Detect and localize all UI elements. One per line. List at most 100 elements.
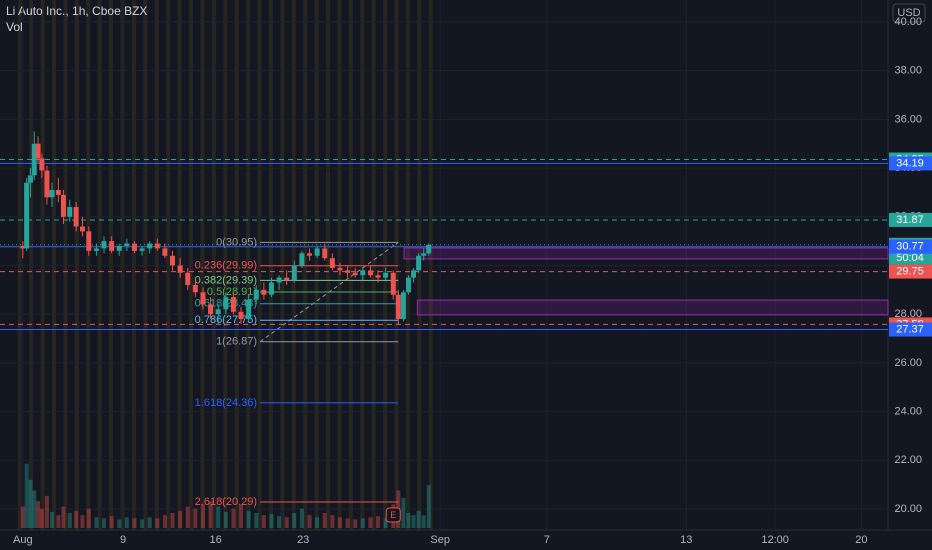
candle-body — [405, 277, 411, 293]
volume-bar — [39, 508, 44, 528]
y-tick-label: 22.00 — [894, 454, 922, 466]
candle-body — [177, 265, 183, 273]
price-label: 27.37 — [896, 323, 924, 335]
volume-bar — [368, 517, 373, 528]
candle-body — [276, 277, 282, 283]
candle-body — [238, 311, 244, 320]
price-label-box — [889, 264, 932, 279]
volume-bar — [86, 508, 91, 528]
candle-body — [154, 243, 160, 249]
y-tick-label: 24.00 — [894, 406, 922, 418]
fib-label: 0.236(29.99) — [195, 260, 257, 272]
candle-body — [79, 226, 85, 232]
candle-body — [421, 253, 427, 256]
candle-body — [20, 246, 26, 249]
fib-label: 0.5(28.91) — [207, 286, 257, 298]
volume-bar — [94, 517, 99, 528]
volume-bar — [80, 515, 85, 528]
price-label: 34.19 — [896, 157, 924, 169]
fib-label: 1(26.87) — [216, 336, 257, 348]
candle-body — [284, 277, 290, 281]
candle-body — [170, 255, 176, 266]
volume-bar — [74, 510, 79, 528]
volume-bar — [231, 508, 236, 528]
candle-body — [147, 243, 153, 249]
volume-bar — [67, 513, 72, 528]
candle-body — [24, 182, 30, 249]
volume-bar — [216, 506, 221, 528]
volume-bar — [406, 513, 411, 528]
volume-bar — [109, 516, 114, 528]
candle-body — [261, 289, 267, 295]
y-tick-label: 40.00 — [894, 16, 922, 28]
candle-body — [93, 248, 99, 251]
volume-bar — [20, 506, 25, 528]
candle-body — [131, 243, 137, 251]
y-tick-label: 36.00 — [894, 113, 922, 125]
volume-bar — [124, 517, 129, 528]
volume-bar — [411, 515, 416, 528]
candle-body — [31, 143, 37, 176]
price-label: 30.77 — [896, 241, 924, 253]
candle-body — [55, 189, 61, 195]
x-tick-label: 16 — [210, 534, 222, 546]
volume-bar — [322, 513, 327, 528]
volume-bar — [162, 515, 167, 528]
event-label: E — [390, 510, 396, 520]
volume-bar — [376, 516, 381, 528]
price-label-box — [889, 212, 932, 227]
volume-bar — [36, 501, 41, 528]
volume-bar — [28, 479, 33, 528]
x-tick-label: 20 — [855, 534, 867, 546]
volume-bar — [223, 511, 228, 528]
volume-bar — [421, 515, 426, 528]
candle-body — [345, 270, 351, 273]
volume-bar — [170, 513, 175, 528]
candle-body — [35, 143, 41, 159]
x-tick-label: 7 — [544, 534, 550, 546]
volume-bar — [292, 513, 297, 528]
volume-bar — [32, 490, 37, 528]
candle-body — [352, 272, 358, 276]
zone — [403, 247, 889, 260]
volume-bar — [24, 463, 29, 528]
candle-body — [49, 189, 55, 198]
currency-box[interactable] — [892, 3, 926, 23]
candle-body — [337, 267, 343, 271]
candle-body — [246, 299, 252, 320]
candle-body — [60, 194, 66, 217]
x-tick-label: 9 — [120, 534, 126, 546]
volume-label: Vol — [6, 20, 23, 34]
volume-bar — [185, 506, 190, 528]
volume-bar — [155, 518, 160, 528]
candle-body — [268, 282, 274, 295]
candle-body — [390, 272, 396, 295]
volume-bar — [330, 515, 335, 528]
x-tick-label: Sep — [430, 534, 450, 546]
volume-bar — [345, 518, 350, 528]
zone — [416, 299, 889, 316]
candle-body — [39, 158, 45, 171]
currency[interactable]: USD — [897, 7, 920, 19]
candle-body — [101, 241, 107, 249]
y-tick-label: 28.00 — [894, 308, 922, 320]
price-label-box — [889, 156, 932, 171]
volume-bar — [246, 510, 251, 528]
candle-body — [185, 272, 191, 285]
candle-body — [367, 270, 373, 276]
price-label-box — [889, 239, 932, 254]
volume-bar — [140, 519, 145, 528]
candle-body — [329, 258, 335, 268]
volume-bar — [269, 514, 274, 528]
y-tick-label: 20.00 — [894, 503, 922, 515]
candle-body — [67, 207, 73, 217]
volume-bar — [132, 518, 137, 528]
volume-bar — [239, 504, 244, 528]
volume-bar — [360, 518, 365, 528]
candle-body — [215, 309, 221, 315]
candle-body — [200, 292, 206, 305]
price-label: 29.75 — [896, 265, 924, 277]
candle-body — [383, 272, 389, 278]
fib-label: 0(30.95) — [216, 236, 257, 248]
